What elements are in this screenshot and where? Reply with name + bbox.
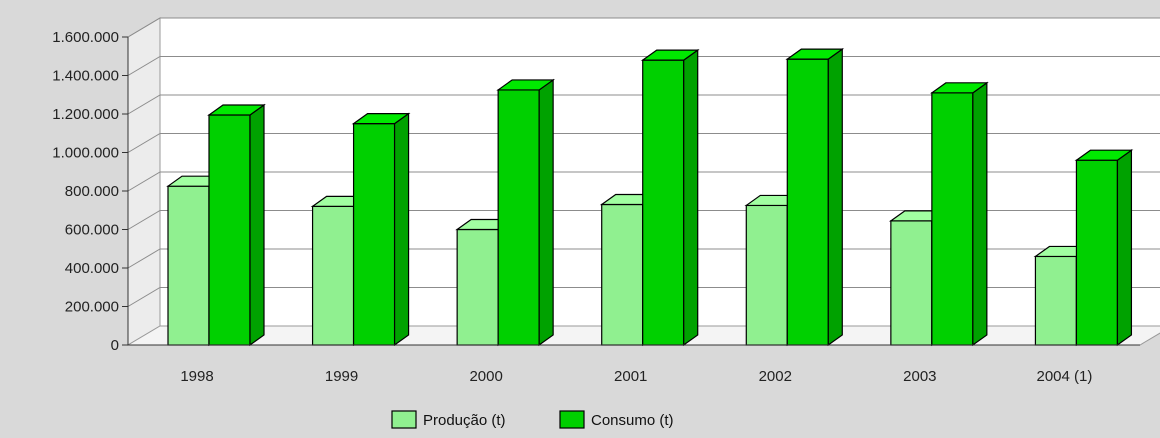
bar-side-face	[972, 81, 988, 347]
bar-front-face	[1034, 255, 1078, 346]
x-tick-label: 1999	[325, 368, 358, 385]
bar-top-face	[640, 49, 700, 61]
bar-front-face	[1075, 159, 1119, 346]
bar	[207, 103, 266, 347]
bar-front-face	[601, 203, 644, 346]
y-tick-label: 600.000	[65, 222, 119, 239]
y-tick-label: 1.000.000	[52, 145, 119, 162]
x-tick-label: 2001	[614, 368, 647, 385]
bar	[785, 47, 845, 347]
x-tick-label: 2004 (1)	[1036, 368, 1092, 385]
bar-front-face	[208, 114, 251, 346]
y-tick-label: 1.400.000	[52, 68, 119, 85]
bar-side-face	[538, 78, 554, 347]
bar-top-face	[351, 113, 411, 125]
x-tick-label: 1998	[180, 368, 213, 385]
bar-front-face	[497, 89, 540, 346]
legend-label: Produção (t)	[423, 412, 506, 429]
bar-front-face	[931, 92, 974, 346]
legend-label: Consumo (t)	[591, 412, 674, 429]
bar-front-face	[352, 123, 396, 346]
bar-top-face	[496, 79, 556, 91]
bar	[929, 81, 989, 347]
bar-side-face	[393, 112, 410, 347]
y-tick-label: 0	[111, 337, 119, 354]
bar	[640, 48, 700, 347]
y-tick-label: 400.000	[65, 260, 119, 277]
legend-swatch	[391, 410, 417, 429]
bars	[166, 47, 1134, 347]
bar	[351, 112, 411, 347]
bar-front-face	[890, 220, 933, 346]
bar-side-face	[1116, 149, 1133, 347]
y-tick-label: 200.000	[65, 299, 119, 316]
bar-front-face	[786, 58, 829, 346]
x-tick-label: 2003	[903, 368, 936, 385]
gridline	[127, 17, 1160, 38]
x-tick-label: 2000	[469, 368, 502, 385]
bar	[496, 78, 556, 347]
bar-top-face	[1074, 149, 1134, 161]
bar	[1074, 149, 1134, 347]
bar-top-face	[207, 104, 266, 116]
y-tick-label: 1.200.000	[52, 106, 119, 123]
y-tick-label: 1.600.000	[52, 29, 119, 46]
bar-front-face	[642, 59, 685, 346]
x-tick-label: 2002	[759, 368, 792, 385]
axes: 0 200.000 400.000 600.000 800.000 1.000.000 1.…	[52, 29, 1140, 385]
bar-side-face	[249, 103, 265, 347]
bar-top-face	[929, 82, 989, 94]
bar-front-face	[311, 205, 355, 346]
y-tick-label: 800.000	[65, 183, 119, 200]
bar-front-face	[456, 228, 499, 346]
bar-top-face	[785, 48, 845, 60]
bar-front-face	[745, 204, 788, 346]
bar-side-face	[683, 48, 699, 347]
bar-front-face	[167, 185, 210, 346]
bar-side-face	[827, 47, 843, 347]
legend: Produção (t) Consumo (t)	[391, 410, 674, 429]
legend-swatch	[559, 410, 585, 429]
